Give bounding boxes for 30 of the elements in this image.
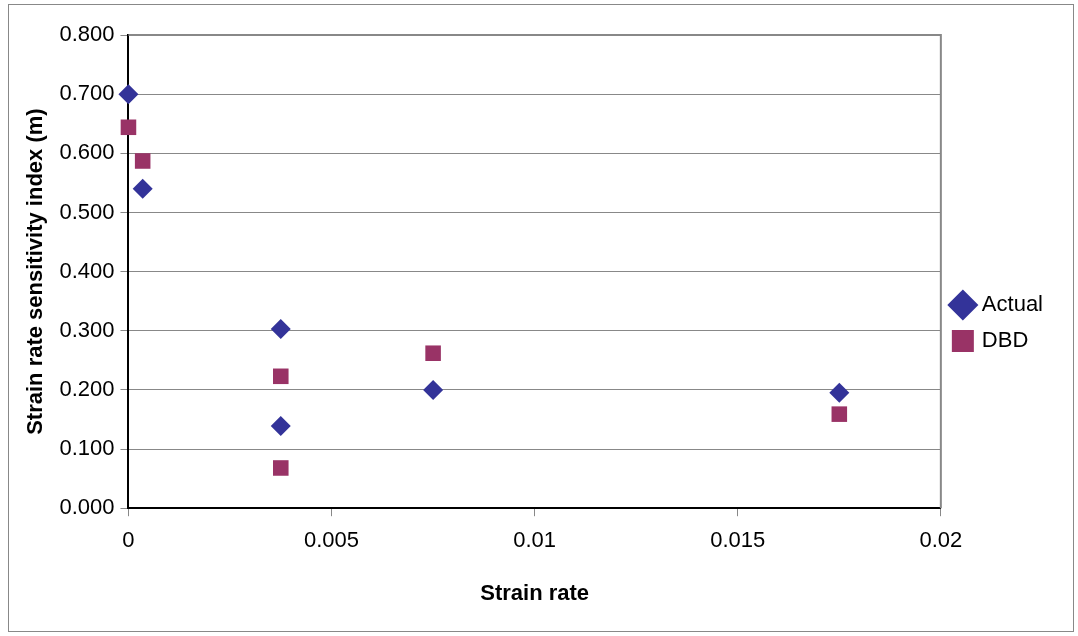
y-tick-label: 0.700 (59, 80, 115, 106)
y-tick-label: 0.300 (59, 316, 115, 342)
y-tick-label: 0.100 (59, 435, 115, 461)
point (829, 382, 850, 403)
x-tick-label: 0.005 (304, 527, 360, 553)
point (120, 119, 137, 136)
x-tick-label: 0.015 (710, 527, 766, 553)
point (273, 460, 289, 476)
legend-label: DBD (981, 327, 1029, 353)
x-tick-label: 0.01 (513, 527, 557, 553)
point (132, 178, 153, 199)
y-tick-label: 0.500 (59, 198, 115, 224)
point (134, 153, 151, 169)
x-tick-label: 0.02 (919, 527, 963, 553)
y-tick-label: 0.600 (59, 139, 115, 165)
y-tick-label: 0.400 (59, 257, 115, 283)
point (423, 379, 444, 400)
y-tick-label: 0.000 (59, 494, 115, 520)
point (425, 345, 441, 362)
x-axis-title: Strain rate (480, 579, 590, 605)
point (831, 406, 848, 422)
legend-label: Actual (981, 291, 1044, 317)
point (273, 368, 289, 385)
y-axis-title: Strain rate sensitivity index (m) (22, 108, 48, 435)
point (270, 318, 291, 339)
y-tick-label: 0.200 (59, 375, 115, 401)
x-tick-label: 0 (122, 527, 135, 553)
point (270, 415, 291, 436)
point (118, 84, 139, 105)
y-tick-label: 0.800 (59, 21, 115, 47)
